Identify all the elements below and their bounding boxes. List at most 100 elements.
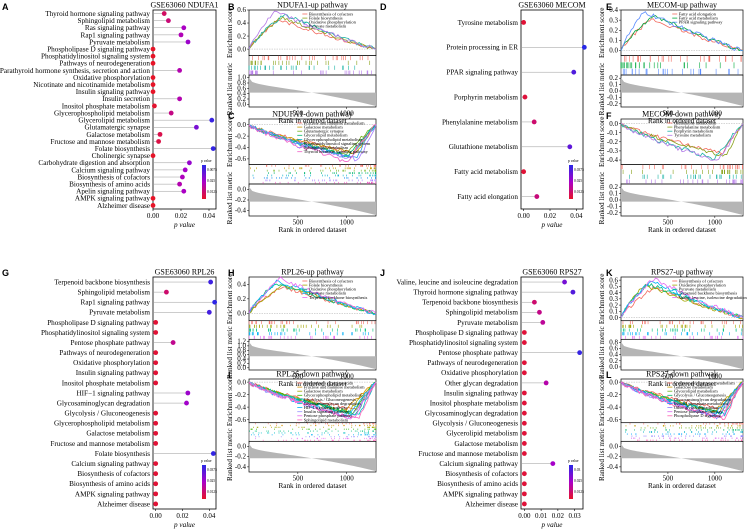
x-axis-label: p value [173,521,196,529]
legend-label: Glycerophospholipid metabolism [304,137,363,142]
category-label: Insulin signaling pathway [76,369,151,377]
category-label: Calcium signaling pathway [439,460,518,468]
data-point [156,139,162,144]
category-label: Biosynthesis of cofactors [77,470,150,478]
legend-label: Glycolysis / Gluconeogenesis [304,397,356,402]
data-point [153,501,159,507]
legend-colorbar [569,465,573,499]
plot-title: GSE63060 MECOM [518,1,585,10]
category-label: Phospholipase D signaling pathway [47,319,150,327]
metric-tick-label: 0.0 [609,87,618,95]
legend-tick: 0.0125 [207,190,217,194]
ranked-metric-area [249,341,376,370]
x-axis-label: Rank in ordered dataset [648,380,716,388]
metric-axis-label: Ranked list metric [598,326,606,379]
legend-title: p value [201,159,212,163]
metric-tick-label: 0.8 [237,79,246,87]
data-point [521,390,527,396]
category-label: Biosynthesis of amino acids [437,480,518,488]
legend-title: p value [201,459,212,463]
y-tick-label: 0.2 [237,32,246,40]
x-tick-label: 0.04 [203,212,216,220]
y-tick-label: 0.2 [609,26,618,34]
category-label: Protein processing in ER [446,44,518,52]
data-point [543,380,549,386]
metric-tick-label: -0.4 [235,463,247,471]
plot-title: GSE63060 RPL26 [155,268,215,277]
data-point [521,400,527,406]
category-label: Phosphatidylinositol signaling system [409,339,518,347]
y-tick-label: 0.4 [609,6,618,14]
category-label: Phospholipase D signaling pathway [47,45,150,53]
panel-letter-L: L [606,370,612,380]
data-point [521,169,527,175]
category-label: Valine, leucine and isoleucine degradati… [396,278,518,286]
legend-tick: 0.0125 [574,190,584,194]
plot-frame [152,9,217,210]
legend-label: Terpenoid backbone biosynthesis [309,295,368,300]
metric-tick-label: 0.2 [609,183,618,191]
legend-title: p value [568,459,579,463]
data-point [181,25,187,31]
category-label: Glycerolipid metabolism [78,117,150,125]
metric-axis-label: Ranked list metric [226,172,234,225]
x-tick-label: 0.02 [175,212,188,220]
legend-tick: 0.025 [574,479,582,483]
metric-tick-label: 0.8 [609,338,618,346]
category-label: Fructose and mannose metabolism [50,440,150,448]
legend-label: Glycolysis / Gluconeogenesis [674,393,726,398]
ranked-metric-area [621,443,743,472]
legend-label: Pentose phosphate pathway [304,413,353,418]
category-label: Alzheimer disease [97,500,150,508]
category-label: Galactose metabolism [86,131,150,139]
es-curve-3 [620,282,744,318]
gsea-title: NDUFA1-up pathway [277,1,348,10]
metric-tick-label: -0.2 [607,453,619,461]
panel-letter-J: J [380,268,385,278]
metric-tick-label: 0.0 [237,100,246,108]
x-tick-label: 0.03 [568,512,581,520]
legend-label: Fructose and mannose metabolism [304,120,365,125]
data-point [150,203,156,208]
es-curve-8 [248,124,377,162]
y-tick-label: -0.6 [235,416,247,424]
category-label: Parathyroid hormone synthesis, secretion… [0,67,150,75]
data-point [153,430,159,436]
legend-tick: 0.0375 [574,168,584,172]
metric-tick-label: -0.2 [607,209,619,217]
metric-axis-label: Ranked list metric [598,63,606,116]
legend-label: Glycosaminoglycan degradation [674,397,732,402]
data-point [150,53,156,59]
metric-tick-label: 1.2 [237,338,246,346]
legend-tick: 0.025 [207,179,215,183]
legend-label: HIF-1 signaling pathway [304,405,349,410]
category-label: Sphingolipid metabolism [78,289,151,297]
panel-letter-E: E [606,2,612,12]
data-point [153,481,159,487]
metric-tick-label: -0.2 [235,196,247,204]
es-curve-1 [620,18,744,51]
category-label: Fructose and mannose metabolism [418,450,518,458]
gsea-plot-F: MECOM-down pathway Enrichment score Ranked… [598,110,744,234]
x-tick-label: 0.01 [535,512,548,520]
es-curve-4 [620,281,744,318]
plot-title: GSE63060 RPS27 [522,268,581,277]
x-tick-label: 1000 [340,475,355,483]
gsea-title: RPL26-up pathway [281,268,343,277]
category-label: Cholinergic synapse [92,152,150,160]
y-tick-label: -0.4 [607,403,619,411]
legend-label: Porphyrin metabolism [674,129,714,134]
category-label: Alzheimer disease [97,202,150,210]
category-label: Pathways of neurodegeneration [59,349,150,357]
metric-axis-label: Ranked list metric [226,428,234,481]
metric-tick-label: 0.0 [609,196,618,204]
es-axis-label: Enrichment score [226,8,234,59]
category-label: AMPK signaling pathway [75,490,150,498]
metric-tick-label: -0.1 [607,202,619,210]
x-axis-label: Rank in ordered dataset [648,117,716,125]
es-curve-7 [248,124,377,162]
data-point [531,119,537,125]
